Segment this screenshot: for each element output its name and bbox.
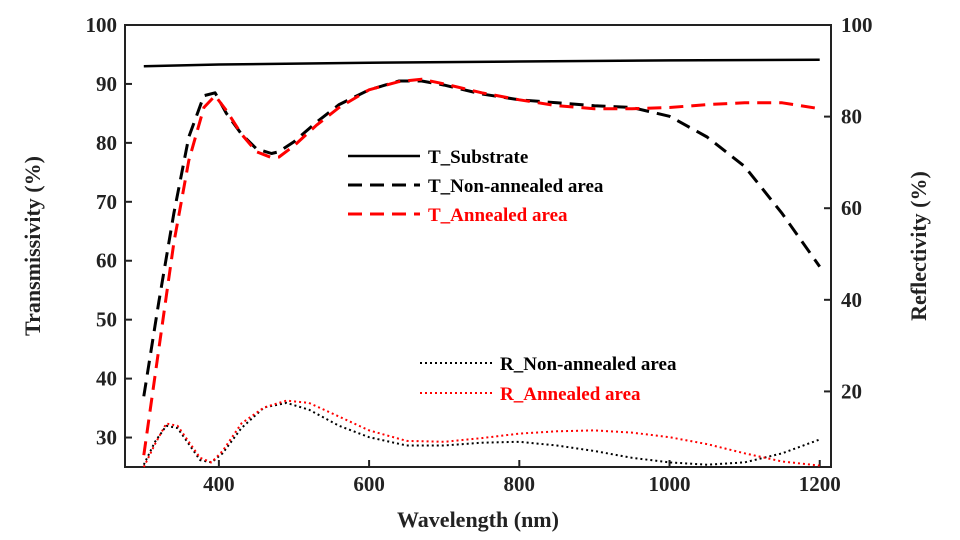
x-tick-label: 800 (504, 472, 536, 496)
right-y-axis-title: Reflectivity (%) (906, 171, 931, 321)
legend-label-r-non-annealed: R_Non-annealed area (500, 354, 677, 375)
left-y-tick-label: 30 (96, 426, 117, 450)
left-y-tick-label: 60 (96, 249, 117, 273)
plot-frame (124, 24, 832, 468)
left-y-tick-label: 40 (96, 367, 117, 391)
right-y-tick-label: 60 (841, 196, 862, 220)
x-tick-label: 1200 (799, 472, 841, 496)
x-tick-label: 400 (203, 472, 235, 496)
left-y-axis-title: Transmissivity (%) (20, 156, 45, 336)
right-y-axis-ticks: 20 40 60 80 100 (824, 13, 873, 403)
right-y-tick-label: 20 (841, 379, 862, 403)
left-y-tick-label: 90 (96, 72, 117, 96)
series-line-r-annealed-area (142, 399, 820, 468)
legend-label-t-annealed: T_Annealed area (428, 205, 568, 226)
x-axis-ticks: 400 600 800 1000 1200 (203, 460, 841, 496)
series-line-t-non-annealed-area (142, 79, 821, 397)
x-tick-label: 600 (353, 472, 385, 496)
left-y-tick-label: 70 (96, 190, 117, 214)
x-axis-title: Wavelength (nm) (397, 507, 559, 532)
right-y-tick-label: 40 (841, 288, 862, 312)
series-line-r-non-annealed-area (142, 401, 821, 466)
left-y-tick-label: 80 (96, 131, 117, 155)
left-y-tick-label: 50 (96, 308, 117, 332)
legend: T_Substrate T_Non-annealed area T_Anneal… (348, 147, 677, 405)
right-y-tick-label: 80 (841, 105, 862, 129)
legend-label-t-substrate: T_Substrate (428, 147, 528, 168)
left-y-tick-label: 100 (86, 13, 118, 37)
right-y-tick-label: 100 (841, 13, 873, 37)
x-tick-label: 1000 (649, 472, 691, 496)
legend-label-r-annealed: R_Annealed area (500, 384, 641, 405)
legend-label-t-non-annealed: T_Non-annealed area (428, 176, 604, 197)
left-y-axis-ticks: 30 40 50 60 70 80 90 100 (86, 13, 132, 450)
series-line-t-substrate (143, 58, 820, 68)
series-line-t-annealed-area (142, 77, 820, 456)
series-layer (142, 58, 821, 468)
